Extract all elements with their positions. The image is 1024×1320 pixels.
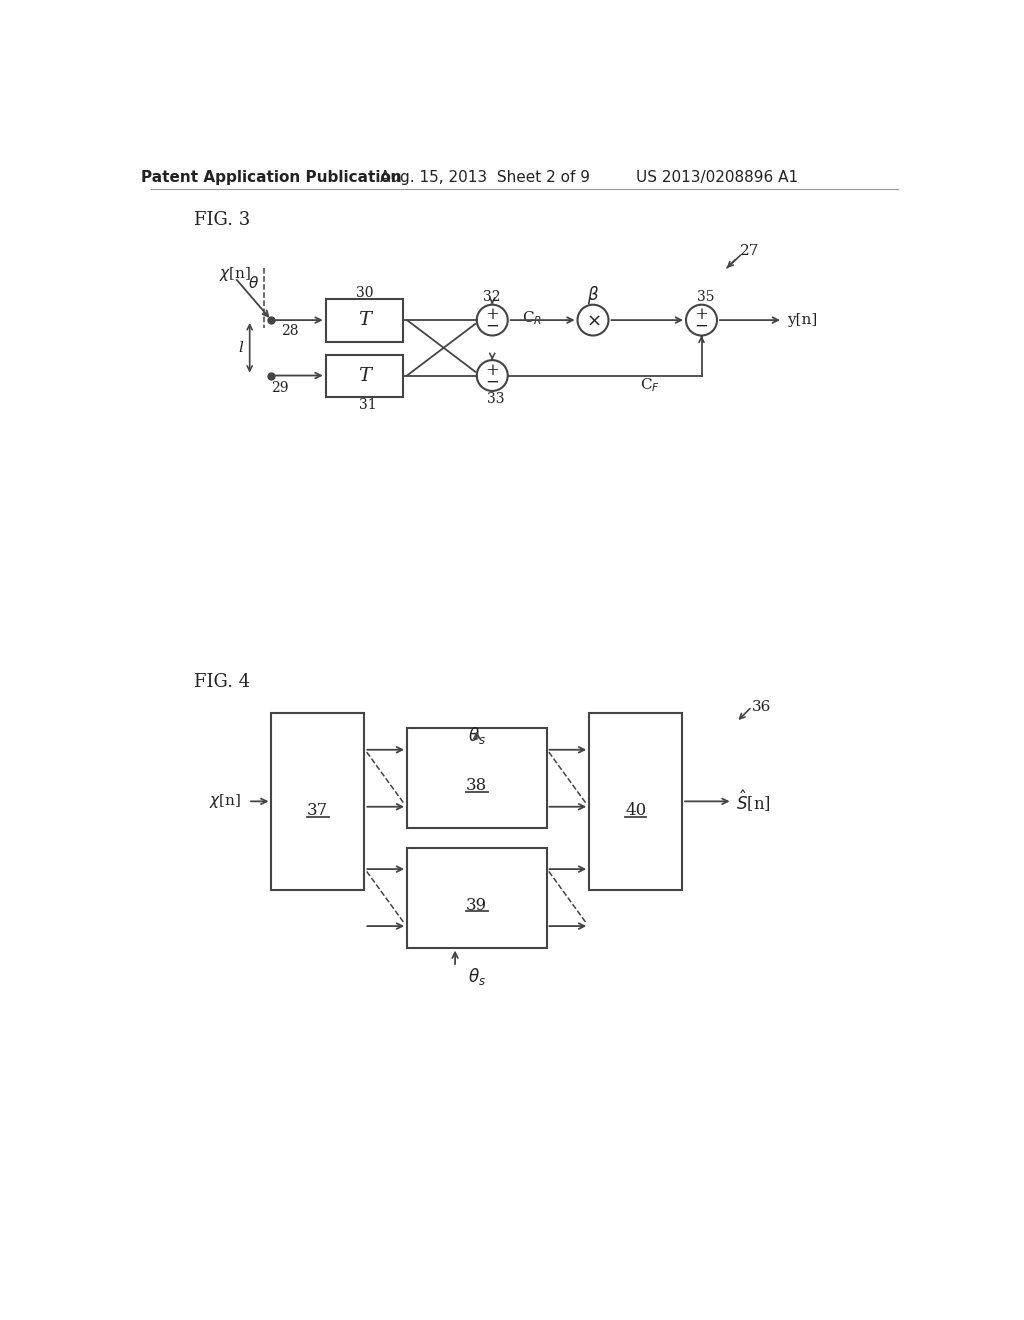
- Circle shape: [578, 305, 608, 335]
- Text: 35: 35: [696, 290, 714, 304]
- Text: −: −: [485, 374, 499, 391]
- Text: 37: 37: [307, 803, 329, 820]
- Text: T: T: [357, 312, 371, 330]
- Circle shape: [477, 360, 508, 391]
- Text: +: +: [485, 362, 499, 379]
- Text: 38: 38: [466, 777, 487, 795]
- Circle shape: [686, 305, 717, 335]
- Text: $\hat{S}$[n]: $\hat{S}$[n]: [736, 788, 771, 814]
- Text: −: −: [694, 318, 709, 335]
- Text: $\theta_s$: $\theta_s$: [468, 966, 485, 986]
- Bar: [407, 729, 547, 829]
- Text: 32: 32: [483, 290, 501, 304]
- Text: C$_F$: C$_F$: [640, 376, 659, 395]
- Text: $\times$: $\times$: [586, 312, 600, 329]
- Text: T: T: [357, 367, 371, 385]
- Text: l: l: [238, 341, 243, 355]
- Text: $\chi$[n]: $\chi$[n]: [209, 792, 242, 810]
- Text: Patent Application Publication: Patent Application Publication: [141, 170, 401, 185]
- Text: 30: 30: [355, 286, 373, 300]
- Text: 29: 29: [271, 381, 289, 395]
- Text: $\theta_s$: $\theta_s$: [468, 726, 485, 746]
- Text: $\theta$: $\theta$: [248, 275, 259, 292]
- Bar: [326, 300, 403, 342]
- Text: Aug. 15, 2013  Sheet 2 of 9: Aug. 15, 2013 Sheet 2 of 9: [380, 170, 590, 185]
- Text: FIG. 3: FIG. 3: [194, 211, 250, 228]
- Text: 31: 31: [359, 397, 377, 412]
- Text: y[n]: y[n]: [786, 313, 817, 327]
- Circle shape: [477, 305, 508, 335]
- Text: 33: 33: [487, 392, 505, 405]
- Bar: [407, 847, 547, 948]
- Bar: [589, 713, 682, 890]
- Text: C$_R$: C$_R$: [521, 310, 542, 327]
- Bar: [326, 355, 403, 397]
- Text: $\chi$[n]: $\chi$[n]: [219, 265, 252, 282]
- Text: 28: 28: [282, 323, 299, 338]
- Text: US 2013/0208896 A1: US 2013/0208896 A1: [636, 170, 798, 185]
- Text: 27: 27: [740, 244, 760, 257]
- Text: 39: 39: [466, 896, 487, 913]
- Text: $\beta$: $\beta$: [587, 285, 599, 306]
- Text: +: +: [485, 306, 499, 323]
- Text: +: +: [694, 306, 709, 323]
- Text: 40: 40: [625, 803, 646, 820]
- Text: 36: 36: [752, 700, 771, 714]
- Text: FIG. 4: FIG. 4: [194, 673, 250, 690]
- Text: −: −: [485, 318, 499, 335]
- Bar: [271, 713, 365, 890]
